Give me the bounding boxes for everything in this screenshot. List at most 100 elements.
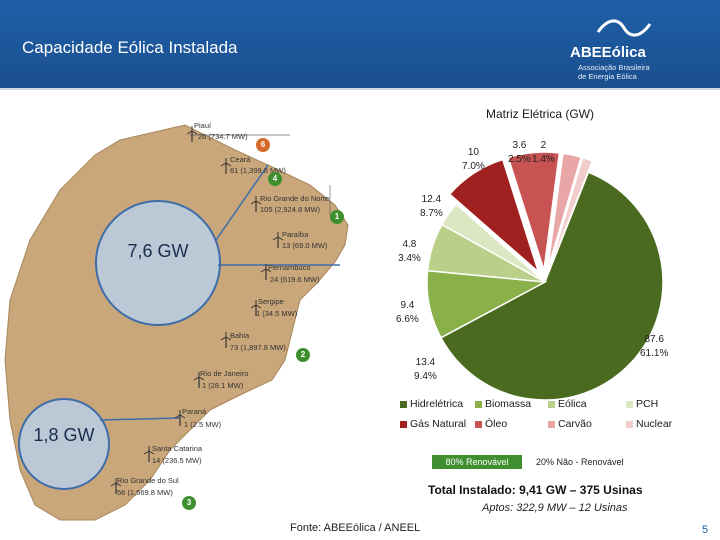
- pie-slice-carv-o: [546, 152, 583, 271]
- pie-label-eolica-value: 9.4: [400, 300, 415, 311]
- state-name-rio-de-janeiro: Rio de Janeiro: [200, 369, 249, 378]
- legend-label: Carvão: [558, 418, 592, 430]
- map-svg: [4, 124, 349, 521]
- non-renewable-label: 20% Não - Renovável: [536, 457, 624, 467]
- legend-label: Óleo: [485, 418, 508, 430]
- pie-label-eolica-percent: 6.6%: [396, 313, 419, 325]
- state-detail-piaui: 26 (734.7 MW): [198, 132, 248, 141]
- state-name-ceara: Ceará: [230, 155, 251, 164]
- state-detail-ceara: 61 (1,399.8 MW): [230, 166, 286, 175]
- pie-label-biomassa-value: 13.4: [415, 357, 436, 368]
- wind-turbine-icon: [272, 232, 284, 248]
- wind-turbine-icon: [220, 332, 232, 348]
- legend-item: Óleo: [475, 418, 507, 430]
- pie-label-carvao-value: 3.6: [512, 140, 527, 151]
- legend-swatch: [475, 400, 482, 408]
- slide-title: Capacidade Eólica Instalada: [22, 38, 238, 57]
- legend-swatch: [548, 420, 555, 428]
- wind-turbine-icon: [143, 446, 155, 462]
- pie-label-biomassa-percent: 9.4%: [414, 370, 437, 382]
- pie-slice-g-s-natural: [448, 158, 540, 275]
- pie-label-pch: 4.8 3.4%: [398, 238, 421, 265]
- pie-label-pch-percent: 3.4%: [398, 252, 421, 264]
- renewable-badge: 80% Renovável: [432, 455, 522, 469]
- legend-label: Hidrelétrica: [410, 398, 464, 410]
- legend-swatch: [626, 420, 633, 428]
- state-detail-rio-grande-do-norte: 105 (2,924.8 MW): [260, 205, 321, 214]
- total-installed: Total Instalado: 9,41 GW – 375 Usinas: [428, 483, 643, 497]
- wind-turbine-icon: [174, 410, 186, 426]
- header-divider: [0, 88, 720, 90]
- wind-turbine-icon: [110, 478, 122, 494]
- pie-label-eolica: 9.4 6.6%: [396, 299, 419, 326]
- legend-label: Biomassa: [485, 398, 532, 410]
- state-detail-rio-de-janeiro: 1 (28.1 MW): [202, 381, 244, 390]
- legend-swatch: [400, 400, 407, 408]
- state-name-rio-grande-do-sul: Rio Grande do Sul: [117, 476, 179, 485]
- count-badge: 2: [296, 348, 310, 362]
- legend-item: Nuclear: [626, 418, 672, 430]
- south-highlight: [18, 398, 110, 490]
- wind-turbine-icon: [186, 126, 198, 142]
- slide-header: Capacidade Eólica Instalada ABEEólica As…: [0, 0, 720, 88]
- pie-label-carvao: 3.6 2.5%: [508, 139, 531, 166]
- pie-label-carvao-percent: 2.5%: [508, 153, 531, 165]
- pie-label-oleo-value: 10: [467, 147, 479, 158]
- legend-item: Gás Natural: [400, 418, 466, 430]
- pie-label-gas-natural-value: 12.4: [421, 194, 442, 205]
- logo-text: ABEEólica: [570, 44, 646, 61]
- wind-turbine-icon: [193, 372, 205, 388]
- legend-swatch: [400, 420, 407, 428]
- legend-item: Hidrelétrica: [400, 398, 463, 410]
- state-name-rio-grande-do-norte: Rio Grande do Norte: [260, 194, 330, 203]
- source-note: Fonte: ABEEólica / ANEEL: [290, 522, 421, 534]
- pie-label-biomassa: 13.4 9.4%: [414, 356, 437, 383]
- legend-swatch: [626, 400, 633, 408]
- state-name-pernambuco: Pernambuco: [268, 263, 311, 272]
- pie-label-oleo-percent: 7.0%: [462, 160, 485, 172]
- legend-item: Biomassa: [475, 398, 531, 410]
- legend-swatch: [548, 400, 555, 408]
- state-detail-bahia: 73 (1,897.8 MW): [230, 343, 286, 352]
- chart-title: Matriz Elétrica (GW): [486, 107, 594, 121]
- logo-wave-icon: [596, 19, 652, 37]
- state-detail-pernambuco: 24 (619.6 MW): [270, 275, 320, 284]
- pie-label-oleo: 10 7.0%: [462, 146, 485, 173]
- state-name-sergipe: Sergipe: [258, 297, 284, 306]
- state-detail-santa-catarina: 14 (236.5 MW): [152, 456, 202, 465]
- pie-label-pch-value: 4.8: [402, 239, 417, 250]
- northeast-highlight: [95, 200, 221, 326]
- wind-turbine-icon: [260, 264, 272, 280]
- pie-slice-pch: [440, 203, 546, 283]
- count-badge: 4: [268, 172, 282, 186]
- northeast-capacity: 7,6 GW: [127, 241, 189, 261]
- state-name-parana: Paraná: [182, 407, 207, 416]
- pie-label-hidreletrica-value: 87.6: [644, 334, 664, 345]
- legend-label: PCH: [636, 398, 659, 410]
- state-name-bahia: Bahia: [230, 331, 250, 340]
- wind-turbine-icon: [250, 196, 262, 212]
- count-badge: 6: [256, 138, 270, 152]
- pie-label-hidreletrica: 87.6 61.1%: [640, 333, 668, 360]
- pie-slice-nuclear: [548, 156, 594, 271]
- state-name-piaui: Piauí: [194, 121, 212, 130]
- legend-item: Eólica: [548, 398, 587, 410]
- legend-item: PCH: [626, 398, 658, 410]
- legend-label: Nuclear: [636, 418, 673, 430]
- state-detail-parana: 1 (2.5 MW): [184, 420, 222, 429]
- state-detail-rio-grande-do-sul: 56 (1,569.8 MW): [117, 488, 173, 497]
- legend-label: Gás Natural: [410, 418, 467, 430]
- page-number: 5: [702, 524, 709, 536]
- pie-label-gas-natural-percent: 8.7%: [420, 207, 443, 219]
- south-capacity: 1,8 GW: [33, 425, 95, 445]
- abeeolica-logo: ABEEólica Associação Brasileira de Energ…: [560, 14, 710, 84]
- count-badge: 1: [330, 210, 344, 224]
- brazil-map: Piauí 26 (734.7 MW) Ceará 61 (1,399.8 MW…: [0, 90, 720, 540]
- pie-label-gas-natural: 12.4 8.7%: [420, 193, 443, 220]
- logo-subtitle-2: de Energia Eólica: [578, 72, 637, 81]
- count-badge: 3: [182, 496, 196, 510]
- state-detail-paraiba: 13 (69.0 MW): [282, 241, 328, 250]
- pie-slice--leo: [507, 151, 561, 271]
- wind-turbine-icon: [220, 158, 232, 174]
